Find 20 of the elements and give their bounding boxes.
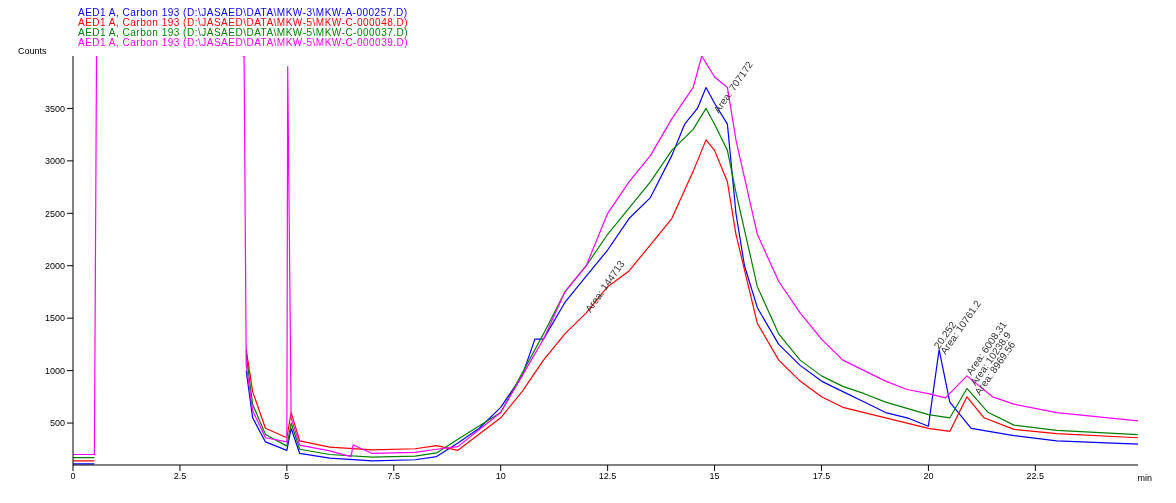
x-axis-title: min [1137, 473, 1152, 483]
text: AED1 A, Carbon 193 (D:\JASAED\DATA\MKW-3\MKW-A-000257.D) [78, 7, 409, 18]
y-axis-title: Counts [18, 46, 48, 57]
x-tick-label: 10 [495, 471, 506, 482]
y-tick-label: 2000 [44, 260, 65, 271]
y-tick-label: 3500 [44, 103, 65, 114]
x-tick-label: 2.5 [173, 471, 187, 482]
x-tick-label: 5 [284, 471, 290, 482]
y-tick-label: 3000 [44, 156, 65, 167]
x-tick-label: 15 [709, 471, 720, 482]
x-tick-label: 22.5 [1026, 471, 1045, 482]
y-tick-label: 500 [49, 418, 65, 429]
x-tick-label: 0 [70, 471, 76, 482]
x-tick-label: 20 [923, 471, 934, 482]
x-tick-label: 12.5 [598, 471, 617, 482]
y-tick-label: 1500 [44, 313, 65, 324]
x-tick-label: 17.5 [812, 471, 831, 482]
x-tick-label: 7.5 [387, 471, 401, 482]
y-tick-label: 2500 [44, 208, 65, 219]
y-tick-label: 1000 [44, 365, 65, 376]
